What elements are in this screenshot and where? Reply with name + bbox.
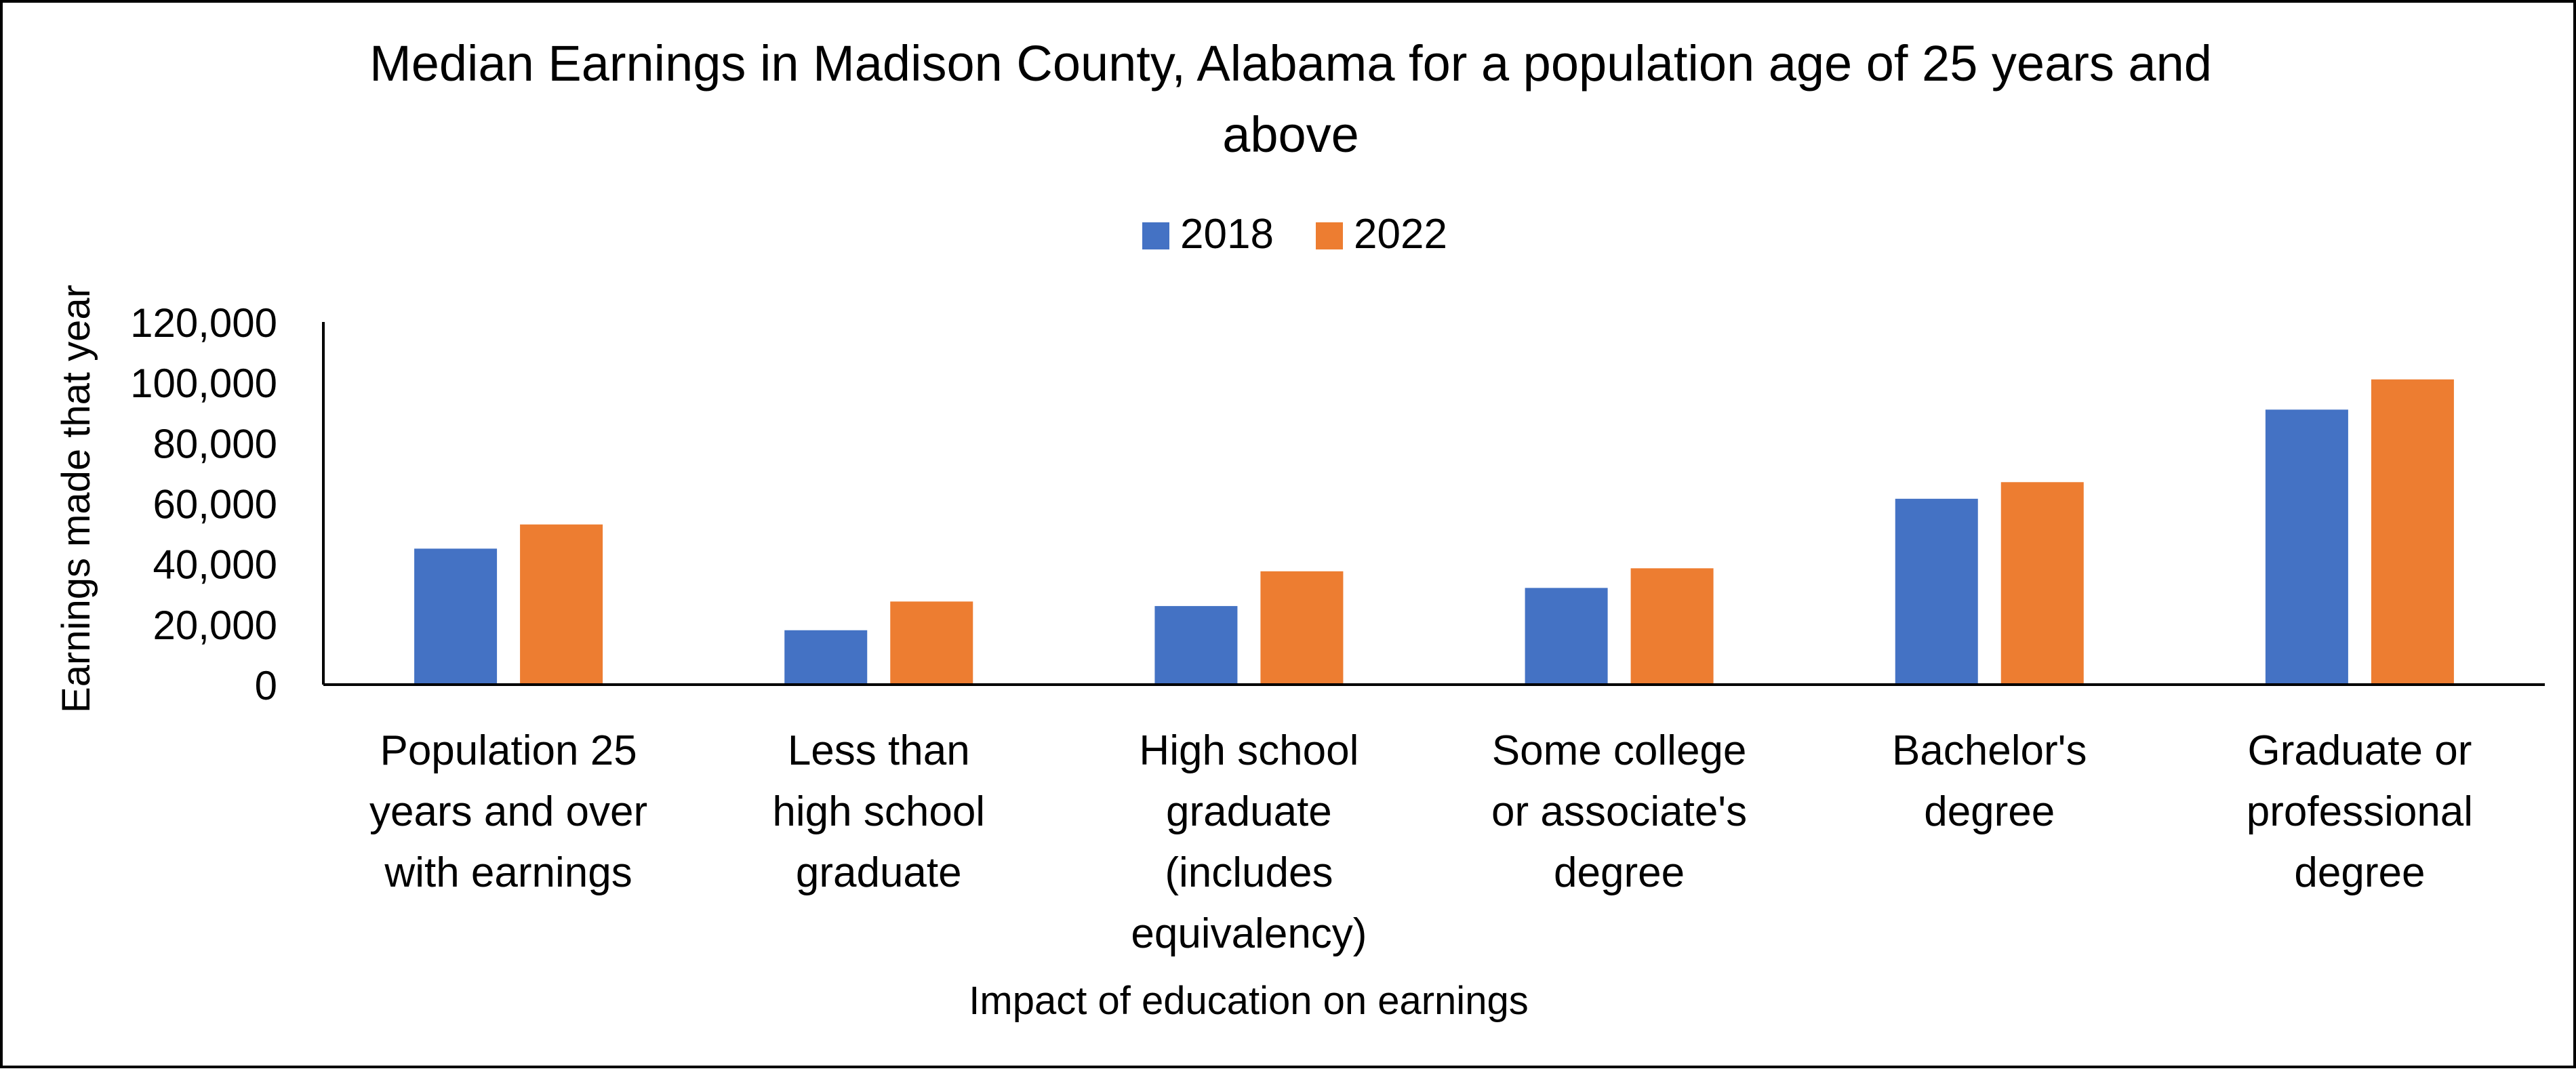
bar-2022-1 [890, 601, 973, 685]
legend-swatch-2018 [1142, 222, 1169, 249]
x-axis: Population 25 years and over with earnings… [323, 683, 2545, 957]
chart-title-line: above [1222, 106, 1359, 163]
x-tick-label-line: Graduate or [2247, 727, 2472, 774]
y-tick-label: 0 [255, 663, 277, 708]
y-tick-label: 20,000 [153, 603, 277, 648]
x-tick-label: Population 25 years and over with earnings [369, 727, 647, 896]
x-tick-label: Graduate or professional degree [2247, 727, 2473, 896]
x-axis-label: Impact of education on earnings [969, 979, 1528, 1023]
x-tick-label-line: degree [1924, 788, 2055, 835]
legend-label: 2018 [1180, 211, 1274, 258]
x-tick-label-line: Some college [1492, 727, 1747, 774]
x-tick-label-line: with earnings [384, 849, 632, 896]
x-tick-label-line: degree [1554, 849, 1685, 896]
x-tick-label-line: (includes [1165, 849, 1333, 896]
x-tick-label-line: Population 25 [380, 727, 637, 774]
legend: 2018 2022 [1142, 211, 1447, 258]
x-tick-label-line: Bachelor's [1892, 727, 2087, 774]
y-tick-label: 80,000 [153, 421, 277, 466]
y-axis-label: Earnings made that year [54, 285, 98, 713]
x-tick-label: Bachelor's degree [1892, 727, 2087, 835]
bar-2022-5 [2371, 379, 2454, 685]
legend-swatch-2022 [1316, 222, 1343, 249]
x-tick-label: High school graduate (includes equivalency) [1131, 727, 1367, 957]
bar-2018-1 [784, 630, 868, 685]
bar-2022-2 [1260, 571, 1344, 685]
x-tick-label-line: Less than [788, 727, 970, 774]
legend-label: 2022 [1354, 211, 1447, 258]
x-tick-label-line: high school [772, 788, 985, 835]
bar-2018-4 [1895, 498, 1978, 685]
y-tick-label: 100,000 [130, 361, 277, 406]
x-tick-label-line: years and over [369, 788, 647, 835]
bar-2022-0 [520, 524, 603, 685]
bar-2022-3 [1630, 568, 1714, 685]
x-tick-label-line: graduate [1166, 788, 1332, 835]
y-axis: 0 20,000 40,000 60,000 80,000 100,000 120,000 [130, 300, 325, 708]
chart-title: Median Earnings in Madison County, Alaba… [369, 35, 2212, 163]
bar-2018-3 [1525, 588, 1608, 685]
x-tick-label-line: or associate's [1491, 788, 1747, 835]
x-tick-label: Less than high school graduate [772, 727, 985, 896]
y-tick-label: 40,000 [153, 542, 277, 588]
chart-title-line: Median Earnings in Madison County, Alaba… [369, 35, 2212, 92]
bar-2022-4 [2000, 482, 2084, 685]
y-tick-label: 120,000 [130, 300, 277, 346]
x-tick-label-line: equivalency) [1131, 910, 1367, 957]
x-tick-label-line: High school [1139, 727, 1359, 774]
x-tick-label-line: graduate [796, 849, 962, 896]
bar-2018-2 [1154, 606, 1238, 685]
chart-svg: Median Earnings in Madison County, Alaba… [54, 35, 2545, 1023]
bars [414, 379, 2454, 685]
x-tick-label-line: degree [2294, 849, 2425, 896]
bar-2018-0 [414, 548, 498, 685]
x-tick-label-line: professional [2247, 788, 2473, 835]
bar-2018-5 [2265, 409, 2348, 685]
x-tick-label: Some college or associate's degree [1491, 727, 1747, 896]
y-tick-label: 60,000 [153, 482, 277, 527]
